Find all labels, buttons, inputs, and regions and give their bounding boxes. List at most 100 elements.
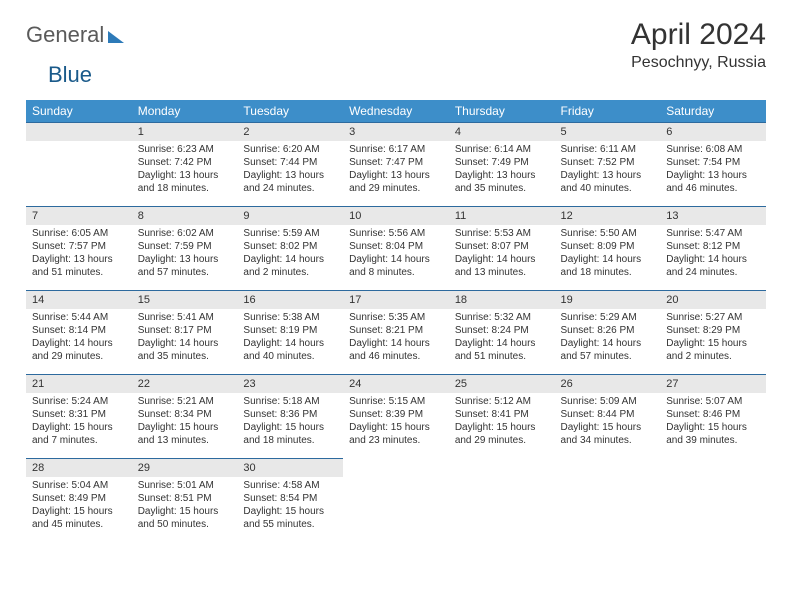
day-text: Sunrise: 5:24 AMSunset: 8:31 PMDaylight:… bbox=[26, 393, 132, 451]
week-row: 21Sunrise: 5:24 AMSunset: 8:31 PMDayligh… bbox=[26, 374, 766, 458]
day-text: Sunrise: 6:05 AMSunset: 7:57 PMDaylight:… bbox=[26, 225, 132, 283]
day-number: 5 bbox=[555, 122, 661, 141]
dayhdr-wed: Wednesday bbox=[343, 100, 449, 122]
logo-text-general: General bbox=[26, 22, 104, 48]
dayhdr-mon: Monday bbox=[132, 100, 238, 122]
day-cell: 14Sunrise: 5:44 AMSunset: 8:14 PMDayligh… bbox=[26, 290, 132, 374]
day-text: Sunrise: 5:01 AMSunset: 8:51 PMDaylight:… bbox=[132, 477, 238, 535]
day-cell: 5Sunrise: 6:11 AMSunset: 7:52 PMDaylight… bbox=[555, 122, 661, 206]
day-text: Sunrise: 5:59 AMSunset: 8:02 PMDaylight:… bbox=[237, 225, 343, 283]
day-text: Sunrise: 5:09 AMSunset: 8:44 PMDaylight:… bbox=[555, 393, 661, 451]
day-number: 16 bbox=[237, 290, 343, 309]
day-cell: 24Sunrise: 5:15 AMSunset: 8:39 PMDayligh… bbox=[343, 374, 449, 458]
logo-triangle-icon bbox=[108, 31, 124, 43]
title-block: April 2024 Pesochnyy, Russia bbox=[631, 18, 766, 72]
day-cell: 21Sunrise: 5:24 AMSunset: 8:31 PMDayligh… bbox=[26, 374, 132, 458]
day-cell: 8Sunrise: 6:02 AMSunset: 7:59 PMDaylight… bbox=[132, 206, 238, 290]
day-number: 30 bbox=[237, 458, 343, 477]
day-text: Sunrise: 6:23 AMSunset: 7:42 PMDaylight:… bbox=[132, 141, 238, 199]
day-text: Sunrise: 5:41 AMSunset: 8:17 PMDaylight:… bbox=[132, 309, 238, 367]
calendar-body: 1Sunrise: 6:23 AMSunset: 7:42 PMDaylight… bbox=[26, 122, 766, 542]
day-number: 27 bbox=[660, 374, 766, 393]
day-number: 2 bbox=[237, 122, 343, 141]
day-text: Sunrise: 6:20 AMSunset: 7:44 PMDaylight:… bbox=[237, 141, 343, 199]
day-number: 1 bbox=[132, 122, 238, 141]
dayhdr-tue: Tuesday bbox=[237, 100, 343, 122]
day-cell: 30Sunrise: 4:58 AMSunset: 8:54 PMDayligh… bbox=[237, 458, 343, 542]
dayhdr-sat: Saturday bbox=[660, 100, 766, 122]
day-cell bbox=[555, 458, 661, 542]
day-number: 28 bbox=[26, 458, 132, 477]
day-cell: 9Sunrise: 5:59 AMSunset: 8:02 PMDaylight… bbox=[237, 206, 343, 290]
day-text: Sunrise: 5:35 AMSunset: 8:21 PMDaylight:… bbox=[343, 309, 449, 367]
day-cell: 12Sunrise: 5:50 AMSunset: 8:09 PMDayligh… bbox=[555, 206, 661, 290]
day-number: 23 bbox=[237, 374, 343, 393]
day-cell: 2Sunrise: 6:20 AMSunset: 7:44 PMDaylight… bbox=[237, 122, 343, 206]
day-number: 15 bbox=[132, 290, 238, 309]
day-text: Sunrise: 5:56 AMSunset: 8:04 PMDaylight:… bbox=[343, 225, 449, 283]
dayhdr-fri: Friday bbox=[555, 100, 661, 122]
day-cell: 10Sunrise: 5:56 AMSunset: 8:04 PMDayligh… bbox=[343, 206, 449, 290]
day-cell bbox=[449, 458, 555, 542]
day-cell: 6Sunrise: 6:08 AMSunset: 7:54 PMDaylight… bbox=[660, 122, 766, 206]
day-cell: 29Sunrise: 5:01 AMSunset: 8:51 PMDayligh… bbox=[132, 458, 238, 542]
day-text: Sunrise: 6:08 AMSunset: 7:54 PMDaylight:… bbox=[660, 141, 766, 199]
day-cell bbox=[343, 458, 449, 542]
day-cell: 7Sunrise: 6:05 AMSunset: 7:57 PMDaylight… bbox=[26, 206, 132, 290]
day-number: 20 bbox=[660, 290, 766, 309]
day-header-row: Sunday Monday Tuesday Wednesday Thursday… bbox=[26, 100, 766, 122]
day-text: Sunrise: 5:21 AMSunset: 8:34 PMDaylight:… bbox=[132, 393, 238, 451]
dayhdr-sun: Sunday bbox=[26, 100, 132, 122]
day-number: 8 bbox=[132, 206, 238, 225]
day-text: Sunrise: 5:53 AMSunset: 8:07 PMDaylight:… bbox=[449, 225, 555, 283]
day-number bbox=[26, 122, 132, 141]
day-number: 24 bbox=[343, 374, 449, 393]
day-cell: 16Sunrise: 5:38 AMSunset: 8:19 PMDayligh… bbox=[237, 290, 343, 374]
day-number: 14 bbox=[26, 290, 132, 309]
month-title: April 2024 bbox=[631, 18, 766, 52]
day-cell: 26Sunrise: 5:09 AMSunset: 8:44 PMDayligh… bbox=[555, 374, 661, 458]
day-text: Sunrise: 5:44 AMSunset: 8:14 PMDaylight:… bbox=[26, 309, 132, 367]
day-cell: 22Sunrise: 5:21 AMSunset: 8:34 PMDayligh… bbox=[132, 374, 238, 458]
day-number: 17 bbox=[343, 290, 449, 309]
dayhdr-thu: Thursday bbox=[449, 100, 555, 122]
week-row: 7Sunrise: 6:05 AMSunset: 7:57 PMDaylight… bbox=[26, 206, 766, 290]
day-number: 26 bbox=[555, 374, 661, 393]
day-number: 7 bbox=[26, 206, 132, 225]
day-cell bbox=[26, 122, 132, 206]
logo: General bbox=[26, 18, 126, 48]
day-text: Sunrise: 5:50 AMSunset: 8:09 PMDaylight:… bbox=[555, 225, 661, 283]
day-number: 29 bbox=[132, 458, 238, 477]
day-text: Sunrise: 5:18 AMSunset: 8:36 PMDaylight:… bbox=[237, 393, 343, 451]
day-text: Sunrise: 5:27 AMSunset: 8:29 PMDaylight:… bbox=[660, 309, 766, 367]
day-number: 18 bbox=[449, 290, 555, 309]
day-cell: 25Sunrise: 5:12 AMSunset: 8:41 PMDayligh… bbox=[449, 374, 555, 458]
day-cell: 4Sunrise: 6:14 AMSunset: 7:49 PMDaylight… bbox=[449, 122, 555, 206]
day-text: Sunrise: 5:32 AMSunset: 8:24 PMDaylight:… bbox=[449, 309, 555, 367]
day-number: 19 bbox=[555, 290, 661, 309]
day-cell: 13Sunrise: 5:47 AMSunset: 8:12 PMDayligh… bbox=[660, 206, 766, 290]
day-number: 6 bbox=[660, 122, 766, 141]
day-cell: 18Sunrise: 5:32 AMSunset: 8:24 PMDayligh… bbox=[449, 290, 555, 374]
day-cell: 3Sunrise: 6:17 AMSunset: 7:47 PMDaylight… bbox=[343, 122, 449, 206]
location-label: Pesochnyy, Russia bbox=[631, 54, 766, 72]
day-text: Sunrise: 5:29 AMSunset: 8:26 PMDaylight:… bbox=[555, 309, 661, 367]
day-text: Sunrise: 5:47 AMSunset: 8:12 PMDaylight:… bbox=[660, 225, 766, 283]
day-cell: 17Sunrise: 5:35 AMSunset: 8:21 PMDayligh… bbox=[343, 290, 449, 374]
logo-text-blue: Blue bbox=[48, 62, 92, 87]
day-cell bbox=[660, 458, 766, 542]
day-number: 21 bbox=[26, 374, 132, 393]
day-number: 12 bbox=[555, 206, 661, 225]
week-row: 14Sunrise: 5:44 AMSunset: 8:14 PMDayligh… bbox=[26, 290, 766, 374]
day-number: 11 bbox=[449, 206, 555, 225]
day-text: Sunrise: 5:15 AMSunset: 8:39 PMDaylight:… bbox=[343, 393, 449, 451]
calendar-table: Sunday Monday Tuesday Wednesday Thursday… bbox=[26, 100, 766, 542]
day-cell: 28Sunrise: 5:04 AMSunset: 8:49 PMDayligh… bbox=[26, 458, 132, 542]
day-text: Sunrise: 5:07 AMSunset: 8:46 PMDaylight:… bbox=[660, 393, 766, 451]
day-text: Sunrise: 6:11 AMSunset: 7:52 PMDaylight:… bbox=[555, 141, 661, 199]
day-cell: 19Sunrise: 5:29 AMSunset: 8:26 PMDayligh… bbox=[555, 290, 661, 374]
day-text: Sunrise: 5:12 AMSunset: 8:41 PMDaylight:… bbox=[449, 393, 555, 451]
day-number: 3 bbox=[343, 122, 449, 141]
day-cell: 15Sunrise: 5:41 AMSunset: 8:17 PMDayligh… bbox=[132, 290, 238, 374]
day-text: Sunrise: 4:58 AMSunset: 8:54 PMDaylight:… bbox=[237, 477, 343, 535]
